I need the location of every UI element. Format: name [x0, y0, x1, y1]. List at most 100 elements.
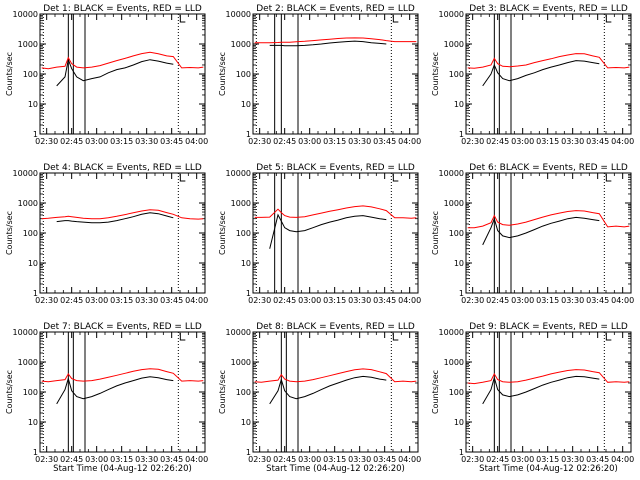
- x-tick-label: 03:15: [323, 455, 346, 464]
- bracket-mark: [179, 333, 186, 341]
- panel-2: 1 10 100 1000 10000 02:30 02:45 03:00 03:15 03:30…: [218, 4, 421, 146]
- series-lld-line: [254, 368, 417, 383]
- plot-frame: [39, 13, 206, 135]
- x-tick-label: 03:30: [561, 296, 584, 305]
- y-tick-label: 1: [459, 448, 464, 457]
- y-axis-label: Counts/sec: [431, 52, 440, 96]
- y-tick-label: 1: [246, 289, 251, 298]
- y-tick-label: 100: [23, 388, 38, 397]
- y-tick-label: 1: [246, 130, 251, 139]
- x-tick-label: 02:30: [35, 296, 58, 305]
- bracket-mark: [605, 333, 612, 341]
- y-tick-label: 10000: [13, 10, 38, 19]
- y-tick-label: 10000: [439, 169, 464, 178]
- y-tick-label: 1: [246, 448, 251, 457]
- y-tick-label: 10000: [226, 169, 251, 178]
- bracket-mark: [179, 15, 186, 23]
- x-tick-label: 03:15: [536, 296, 559, 305]
- panel-6: 1 10 100 1000 10000 02:30 02:45 03:00 03:15 03:30…: [431, 163, 634, 305]
- bracket-mark: [392, 333, 399, 341]
- x-tick-label: 03:30: [135, 296, 158, 305]
- panel-title: Det 3: BLACK = Events, RED = LLD: [469, 4, 628, 14]
- bracket-mark: [392, 15, 399, 23]
- y-tick-label: 1: [459, 130, 464, 139]
- series-lld-line: [467, 53, 630, 69]
- y-tick-label: 10: [454, 100, 464, 109]
- x-tick-label: 03:45: [373, 137, 396, 146]
- bracket-mark: [179, 174, 186, 182]
- panel-title: Det 6: BLACK = Events, RED = LLD: [469, 163, 628, 173]
- panel-4: 1 10 100 1000 10000 02:30 02:45 03:00 03:15 03:30…: [5, 163, 208, 305]
- x-tick-label: 03:00: [85, 296, 108, 305]
- plot-frame: [465, 172, 632, 294]
- x-tick-label: 03:00: [511, 296, 534, 305]
- x-tick-label: 04:00: [611, 137, 634, 146]
- x-tick-label: 03:00: [511, 137, 534, 146]
- x-tick-label: 03:15: [536, 137, 559, 146]
- x-tick-label: 02:45: [486, 455, 509, 464]
- x-tick-label: 04:00: [185, 296, 208, 305]
- series-lld-line: [254, 205, 417, 219]
- panel-title: Det 8: BLACK = Events, RED = LLD: [256, 322, 415, 332]
- y-tick-label: 100: [236, 229, 251, 238]
- series-events-line: [482, 60, 600, 87]
- x-tick-label: 03:45: [373, 296, 396, 305]
- x-tick-label: 03:45: [586, 137, 609, 146]
- series-events-line: [56, 57, 174, 87]
- panel-3: 1 10 100 1000 10000 02:30 02:45 03:00 03:15 03:30…: [431, 4, 634, 146]
- x-tick-label: 03:45: [373, 455, 396, 464]
- y-tick-label: 10: [454, 259, 464, 268]
- y-tick-label: 10000: [13, 169, 38, 178]
- y-tick-label: 100: [236, 388, 251, 397]
- y-tick-label: 10: [28, 100, 38, 109]
- x-tick-label: 02:30: [248, 455, 271, 464]
- x-tick-label: 03:45: [160, 455, 183, 464]
- x-tick-label: 02:30: [35, 455, 58, 464]
- panel-1: 1 10 100 1000 10000 02:30 02:45 03:00 03:15 03:30…: [5, 4, 208, 146]
- x-tick-label: 03:45: [160, 296, 183, 305]
- x-tick-label: 02:30: [248, 296, 271, 305]
- y-tick-label: 10: [454, 418, 464, 427]
- x-tick-label: 03:30: [348, 455, 371, 464]
- x-tick-label: 02:30: [461, 455, 484, 464]
- y-tick-label: 100: [449, 229, 464, 238]
- x-tick-label: 02:45: [273, 137, 296, 146]
- panel-title: Det 9: BLACK = Events, RED = LLD: [469, 322, 628, 332]
- x-tick-label: 03:15: [323, 296, 346, 305]
- x-tick-label: 03:45: [160, 137, 183, 146]
- y-tick-label: 10: [28, 259, 38, 268]
- x-tick-label: 04:00: [185, 137, 208, 146]
- y-tick-label: 1: [33, 130, 38, 139]
- series-lld-line: [41, 368, 204, 383]
- bracket-mark: [605, 15, 612, 23]
- x-tick-label: 03:30: [135, 455, 158, 464]
- panel-title: Det 1: BLACK = Events, RED = LLD: [43, 4, 202, 14]
- y-axis-label: Counts/sec: [5, 211, 14, 255]
- x-tick-label: 03:15: [323, 137, 346, 146]
- x-tick-label: 02:45: [60, 455, 83, 464]
- x-tick-label: 04:00: [611, 455, 634, 464]
- series-lld-line: [254, 37, 417, 44]
- panel-title: Det 2: BLACK = Events, RED = LLD: [256, 4, 415, 14]
- y-axis-label: Counts/sec: [218, 370, 227, 414]
- y-tick-label: 10000: [439, 10, 464, 19]
- plot-frame: [39, 331, 206, 453]
- series-lld-line: [41, 209, 204, 220]
- x-axis-label: Start Time (04-Aug-12 02:26:20): [266, 464, 405, 474]
- y-tick-label: 10000: [13, 328, 38, 337]
- series-lld-line: [467, 369, 630, 385]
- y-tick-label: 1000: [18, 199, 38, 208]
- series-events-line: [56, 212, 174, 224]
- y-tick-label: 1000: [444, 40, 464, 49]
- series-lld-line: [41, 51, 204, 70]
- x-tick-label: 02:45: [486, 137, 509, 146]
- y-tick-label: 10: [241, 100, 251, 109]
- x-tick-label: 04:00: [398, 296, 421, 305]
- y-tick-label: 1000: [231, 199, 251, 208]
- y-tick-label: 10000: [439, 328, 464, 337]
- y-tick-label: 10: [241, 418, 251, 427]
- bracket-mark: [605, 174, 612, 182]
- x-tick-label: 02:45: [60, 137, 83, 146]
- x-tick-label: 04:00: [398, 455, 421, 464]
